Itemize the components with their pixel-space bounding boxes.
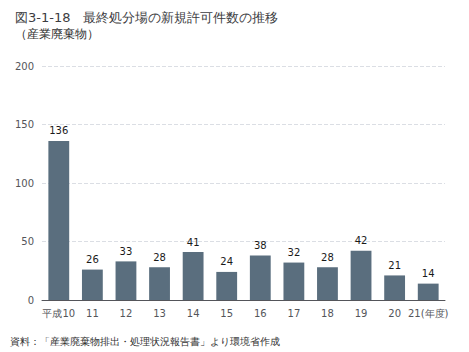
- svg-text:20: 20: [388, 308, 401, 319]
- svg-text:100: 100: [15, 178, 34, 189]
- svg-text:21(年度): 21(年度): [408, 308, 449, 319]
- svg-text:50: 50: [21, 236, 34, 247]
- svg-text:資料：「産業廃棄物排出・処理状況報告書」より環境省作成: 資料：「産業廃棄物排出・処理状況報告書」より環境省作成: [10, 336, 280, 347]
- svg-text:41: 41: [187, 237, 200, 248]
- svg-text:200: 200: [15, 61, 34, 72]
- svg-text:24: 24: [220, 256, 233, 267]
- svg-text:平成10: 平成10: [42, 308, 75, 319]
- svg-text:33: 33: [120, 246, 133, 257]
- svg-text:32: 32: [288, 247, 301, 258]
- svg-text:26: 26: [86, 254, 99, 265]
- svg-text:42: 42: [355, 235, 368, 246]
- svg-text:136: 136: [49, 125, 68, 136]
- svg-text:28: 28: [153, 252, 166, 263]
- svg-text:（産業廃棄物）: （産業廃棄物）: [15, 27, 99, 41]
- svg-text:21: 21: [388, 260, 401, 271]
- svg-text:38: 38: [254, 240, 267, 251]
- svg-text:13: 13: [153, 308, 166, 319]
- svg-text:28: 28: [321, 252, 334, 263]
- svg-text:図3-1-18 最終処分場の新規許可件数の推移: 図3-1-18 最終処分場の新規許可件数の推移: [15, 10, 278, 25]
- svg-text:12: 12: [120, 308, 133, 319]
- svg-text:17: 17: [288, 308, 301, 319]
- svg-text:150: 150: [15, 119, 34, 130]
- svg-text:14: 14: [187, 308, 200, 319]
- svg-text:14: 14: [422, 268, 435, 279]
- svg-text:16: 16: [254, 308, 267, 319]
- svg-text:15: 15: [220, 308, 233, 319]
- svg-text:0: 0: [28, 295, 34, 306]
- svg-text:19: 19: [355, 308, 368, 319]
- svg-text:11: 11: [86, 308, 99, 319]
- svg-text:18: 18: [321, 308, 334, 319]
